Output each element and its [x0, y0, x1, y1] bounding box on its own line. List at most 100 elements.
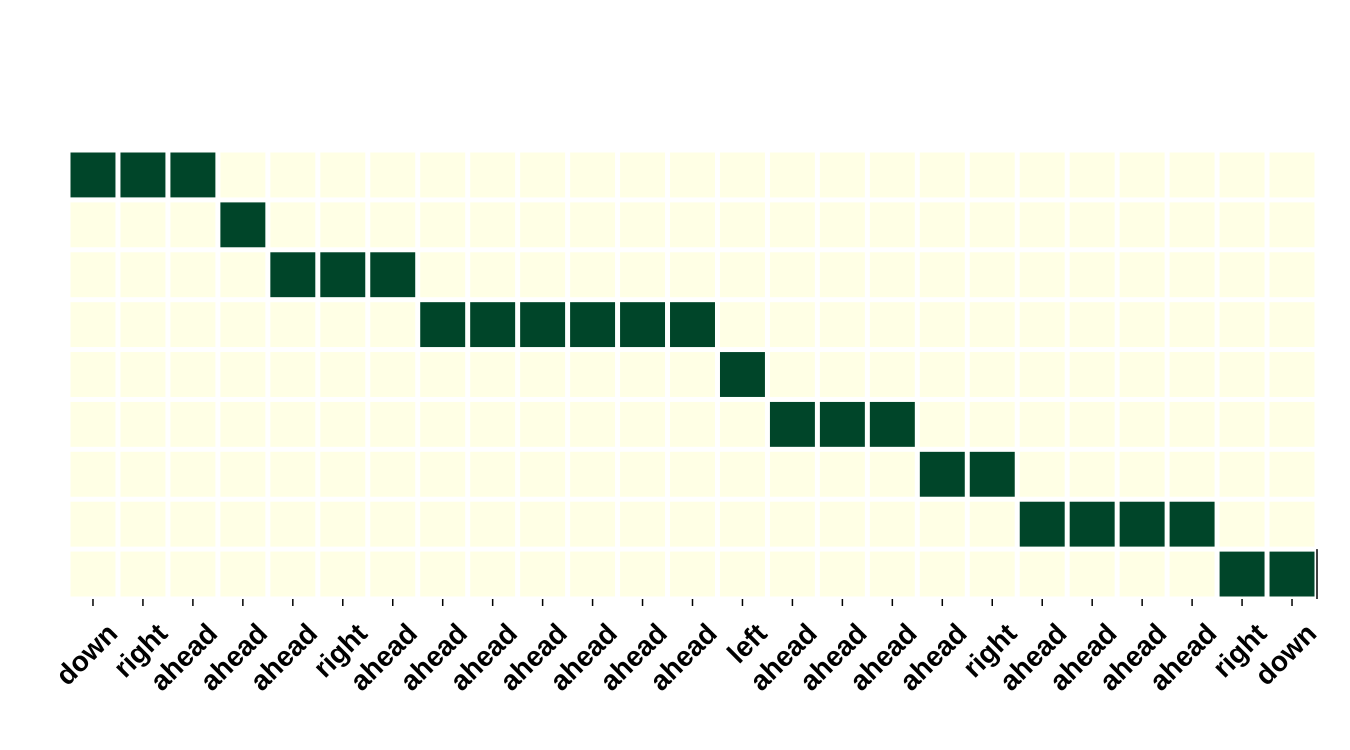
x-axis-tick-labels: downrightaheadaheadaheadrightaheadaheada… — [50, 617, 1323, 696]
heatmap-cell-r0-c6 — [370, 152, 416, 198]
heatmap-cell-r5-c8 — [470, 401, 516, 447]
heatmap-cell-r1-c12 — [670, 202, 715, 248]
heatmap-cell-r2-c22 — [1169, 252, 1215, 298]
heatmap-cell-r7-c24 — [1269, 501, 1315, 547]
heatmap-cell-r7-c15 — [819, 501, 865, 547]
heatmap-cell-r5-c11 — [620, 401, 666, 447]
heatmap-cell-r2-c6 — [370, 252, 416, 298]
heatmap-cell-r5-c10 — [570, 401, 616, 447]
heatmap-cell-r8-c8 — [470, 551, 516, 597]
heatmap-cell-r8-c21 — [1119, 551, 1165, 597]
x-axis-ticks — [92, 599, 1293, 606]
heatmap-cell-r2-c5 — [320, 252, 366, 298]
heatmap-cell-r5-c6 — [370, 401, 416, 447]
heatmap-cell-r2-c9 — [520, 252, 566, 298]
heatmap-cell-r6-c16 — [869, 451, 915, 497]
heatmap-cell-r3-c10 — [570, 302, 616, 348]
heatmap-cell-r2-c11 — [620, 252, 666, 298]
heatmap-cell-r1-c6 — [370, 202, 416, 248]
heatmap-cell-r5-c13 — [719, 401, 765, 447]
heatmap-cell-r3-c13 — [719, 302, 765, 348]
heatmap-cell-r2-c13 — [719, 252, 765, 298]
heatmap-cell-r4-c2 — [170, 352, 216, 397]
heatmap-cell-r8-c15 — [819, 551, 865, 597]
heatmap-cell-r8-c19 — [1019, 551, 1065, 597]
heatmap-cell-r7-c11 — [620, 501, 666, 547]
heatmap-cell-r4-c6 — [370, 352, 416, 397]
heatmap-cell-r4-c17 — [919, 352, 965, 397]
heatmap-cell-r6-c6 — [370, 451, 416, 497]
heatmap-cell-r4-c24 — [1269, 352, 1315, 397]
heatmap-cell-r2-c8 — [470, 252, 516, 298]
heatmap-cell-r6-c4 — [270, 451, 316, 497]
heatmap-cell-r8-c1 — [120, 551, 166, 597]
heatmap-cell-r2-c12 — [670, 252, 715, 298]
heatmap-cell-r1-c19 — [1019, 202, 1065, 248]
heatmap-cell-r1-c15 — [819, 202, 865, 248]
heatmap-cell-r0-c3 — [220, 152, 266, 198]
heatmap-cell-r6-c21 — [1119, 451, 1165, 497]
heatmap-cell-r4-c16 — [869, 352, 915, 397]
heatmap-cell-r8-c4 — [270, 551, 316, 597]
heatmap-cell-r8-c9 — [520, 551, 566, 597]
heatmap-cell-r1-c24 — [1269, 202, 1315, 248]
heatmap-cell-r7-c17 — [919, 501, 965, 547]
heatmap-cell-r4-c7 — [420, 352, 466, 397]
heatmap-cell-r5-c3 — [220, 401, 266, 447]
heatmap-cell-r8-c20 — [1069, 551, 1115, 597]
heatmap-cell-r6-c15 — [819, 451, 865, 497]
heatmap-cell-r4-c22 — [1169, 352, 1215, 397]
heatmap-cell-r7-c3 — [220, 501, 266, 547]
heatmap-cell-r7-c16 — [869, 501, 915, 547]
heatmap-cell-r2-c15 — [819, 252, 865, 298]
heatmap-cell-r1-c18 — [969, 202, 1015, 248]
heatmap-cell-r6-c5 — [320, 451, 366, 497]
heatmap-cell-r3-c12 — [670, 302, 715, 348]
heatmap-cell-r8-c14 — [769, 551, 815, 597]
heatmap-cell-r2-c2 — [170, 252, 216, 298]
heatmap-cell-r7-c20 — [1069, 501, 1115, 547]
heatmap-cell-r3-c23 — [1219, 302, 1265, 348]
heatmap-cell-r5-c22 — [1169, 401, 1215, 447]
heatmap-cell-r7-c22 — [1169, 501, 1215, 547]
heatmap-cell-r2-c23 — [1219, 252, 1265, 298]
heatmap-cell-r6-c24 — [1269, 451, 1315, 497]
heatmap-cell-r0-c4 — [270, 152, 316, 198]
heatmap-cell-r3-c6 — [370, 302, 416, 348]
heatmap-cell-r6-c18 — [969, 451, 1015, 497]
heatmap-cell-r8-c18 — [969, 551, 1015, 597]
heatmap-cell-r2-c14 — [769, 252, 815, 298]
heatmap-cell-r3-c5 — [320, 302, 366, 348]
heatmap-cell-r4-c9 — [520, 352, 566, 397]
heatmap-cell-r8-c3 — [220, 551, 266, 597]
heatmap-cell-r6-c20 — [1069, 451, 1115, 497]
heatmap-cell-r6-c2 — [170, 451, 216, 497]
heatmap-cell-r8-c6 — [370, 551, 416, 597]
heatmap-cell-r7-c5 — [320, 501, 366, 547]
heatmap-cell-r3-c2 — [170, 302, 216, 348]
heatmap-cell-r4-c0 — [70, 352, 116, 397]
x-tick-label-0: down — [50, 617, 124, 691]
heatmap-cell-r7-c12 — [670, 501, 715, 547]
heatmap-cell-r3-c9 — [520, 302, 566, 348]
heatmap-cell-r7-c9 — [520, 501, 566, 547]
heatmap-cell-r1-c3 — [220, 202, 266, 248]
heatmap-cell-r0-c24 — [1269, 152, 1315, 198]
heatmap-cell-r4-c11 — [620, 352, 666, 397]
heatmap-cell-r4-c15 — [819, 352, 865, 397]
heatmap-cell-r7-c10 — [570, 501, 616, 547]
heatmap-cell-r1-c8 — [470, 202, 516, 248]
heatmap-cell-r5-c20 — [1069, 401, 1115, 447]
heatmap-cell-r2-c0 — [70, 252, 116, 298]
heatmap-cell-r2-c10 — [570, 252, 616, 298]
heatmap-cell-r2-c21 — [1119, 252, 1165, 298]
heatmap-cell-r2-c16 — [869, 252, 915, 298]
heatmap-cell-r4-c10 — [570, 352, 616, 397]
heatmap-cell-r6-c19 — [1019, 451, 1065, 497]
heatmap-cell-r2-c20 — [1069, 252, 1115, 298]
heatmap-cell-r0-c5 — [320, 152, 366, 198]
heatmap-cell-r0-c10 — [570, 152, 616, 198]
heatmap-cell-r3-c18 — [969, 302, 1015, 348]
heatmap-cell-r4-c13 — [719, 352, 765, 397]
